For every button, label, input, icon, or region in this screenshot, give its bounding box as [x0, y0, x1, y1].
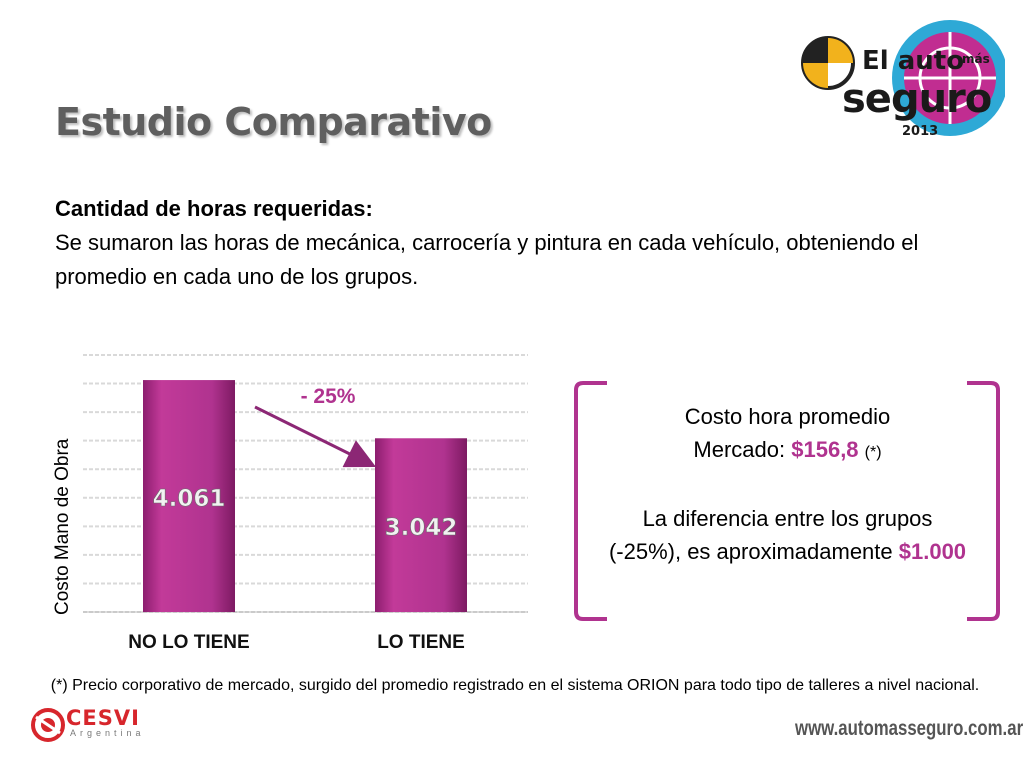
- bar-chart: 4.061 NO LO TIENE 3.042 LO TIENE - 25%: [0, 340, 560, 660]
- intro-lead: Cantidad de horas requeridas:: [55, 196, 373, 221]
- cesvi-logo-icon: [31, 708, 65, 742]
- category-label: NO LO TIENE: [128, 632, 249, 653]
- footnote: (*) Precio corporativo de mercado, surgi…: [50, 677, 980, 694]
- bar: [143, 380, 235, 612]
- data-label: 3.042: [385, 515, 458, 541]
- y-axis-label: Costo Mano de Obra: [52, 438, 73, 615]
- website-url: www.automasseguro.com.ar: [795, 717, 1024, 740]
- hourly-cost-prefix: Mercado:: [693, 437, 792, 462]
- logo-graphic: [801, 20, 1008, 136]
- logo-line2: seguro: [842, 76, 992, 122]
- bar-chart-svg: 4.061 NO LO TIENE 3.042 LO TIENE - 25%: [83, 354, 528, 653]
- logo-year: 2013: [902, 124, 939, 139]
- hourly-cost-note: (*): [864, 444, 882, 461]
- bar: [375, 438, 467, 612]
- decrease-arrow: [254, 405, 377, 468]
- decrease-annotation: - 25%: [301, 385, 356, 408]
- slide-title: Estudio Comparativo: [55, 100, 492, 144]
- hourly-cost-line2: Mercado: $156,8 (*): [605, 433, 970, 469]
- difference-value: $1.000: [898, 539, 967, 564]
- hourly-cost-line1: Costo hora promedio: [684, 404, 891, 429]
- cesvi-subtitle: Argentina: [70, 728, 145, 738]
- cesvi-name: CESVI: [66, 706, 140, 730]
- intro-text: Cantidad de horas requeridas: Se sumaron…: [55, 192, 935, 294]
- info-box-text: Costo hora promedio Mercado: $156,8 (*) …: [605, 400, 970, 568]
- hourly-cost-value: $156,8: [791, 437, 859, 462]
- logo-mas: más: [962, 52, 990, 66]
- category-label: LO TIENE: [377, 632, 465, 653]
- auto-mas-seguro-logo: El auto más seguro 2013: [800, 18, 1008, 153]
- difference-prefix: La diferencia entre los grupos (-25%), e…: [608, 506, 933, 564]
- difference-text: La diferencia entre los grupos (-25%), e…: [605, 502, 970, 568]
- data-label: 4.061: [153, 486, 226, 512]
- info-bracket-box: [574, 381, 1000, 621]
- logo-line1: El auto: [862, 46, 965, 76]
- intro-description: Se sumaron las horas de mecánica, carroc…: [55, 230, 919, 289]
